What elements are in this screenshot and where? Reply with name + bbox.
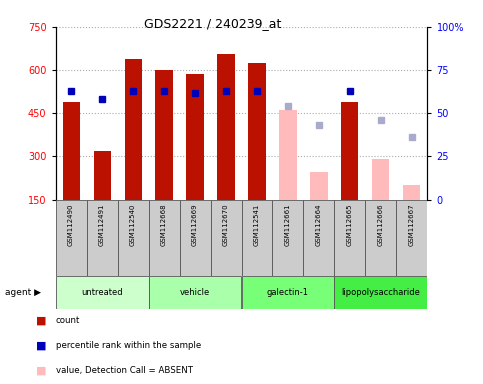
Text: GSM112664: GSM112664 [316, 204, 322, 246]
Bar [280, 111, 297, 200]
Bar [62, 102, 80, 200]
Text: GDS2221 / 240239_at: GDS2221 / 240239_at [144, 17, 281, 30]
Bar [149, 276, 242, 309]
Text: ■: ■ [36, 316, 46, 326]
Bar [334, 276, 427, 309]
Text: GSM112669: GSM112669 [192, 204, 198, 246]
Bar [149, 200, 180, 276]
Text: count: count [56, 316, 80, 325]
Text: GSM112670: GSM112670 [223, 204, 229, 246]
Bar [211, 200, 242, 276]
Bar [242, 200, 272, 276]
Bar [156, 70, 172, 200]
Bar [366, 200, 397, 276]
Text: vehicle: vehicle [180, 288, 210, 297]
Text: untreated: untreated [81, 288, 123, 297]
Text: lipopolysaccharide: lipopolysaccharide [341, 288, 420, 297]
Bar [125, 59, 142, 200]
Text: GSM112668: GSM112668 [161, 204, 167, 246]
Bar [94, 151, 111, 200]
Text: GSM112491: GSM112491 [99, 204, 105, 246]
Bar [86, 200, 117, 276]
Text: GSM112541: GSM112541 [254, 204, 260, 246]
Bar [372, 159, 389, 200]
Bar [397, 200, 427, 276]
Bar [186, 74, 203, 200]
Text: GSM112540: GSM112540 [130, 204, 136, 246]
Bar [303, 200, 334, 276]
Text: galectin-1: galectin-1 [267, 288, 309, 297]
Bar [217, 54, 235, 200]
Text: GSM112667: GSM112667 [409, 204, 415, 246]
Bar [56, 276, 149, 309]
Bar [180, 200, 211, 276]
Text: GSM112490: GSM112490 [68, 204, 74, 246]
Bar [242, 276, 334, 309]
Text: GSM112665: GSM112665 [347, 204, 353, 246]
Bar [272, 200, 303, 276]
Text: ■: ■ [36, 366, 46, 376]
Text: ■: ■ [36, 341, 46, 351]
Text: percentile rank within the sample: percentile rank within the sample [56, 341, 201, 350]
Bar [248, 63, 266, 200]
Text: GSM112661: GSM112661 [285, 204, 291, 246]
Bar [341, 102, 358, 200]
Bar [311, 172, 327, 200]
Text: value, Detection Call = ABSENT: value, Detection Call = ABSENT [56, 366, 193, 375]
Bar [403, 185, 421, 200]
Bar [56, 200, 86, 276]
Text: agent ▶: agent ▶ [5, 288, 41, 297]
Bar [117, 200, 149, 276]
Bar [334, 200, 366, 276]
Text: GSM112666: GSM112666 [378, 204, 384, 246]
